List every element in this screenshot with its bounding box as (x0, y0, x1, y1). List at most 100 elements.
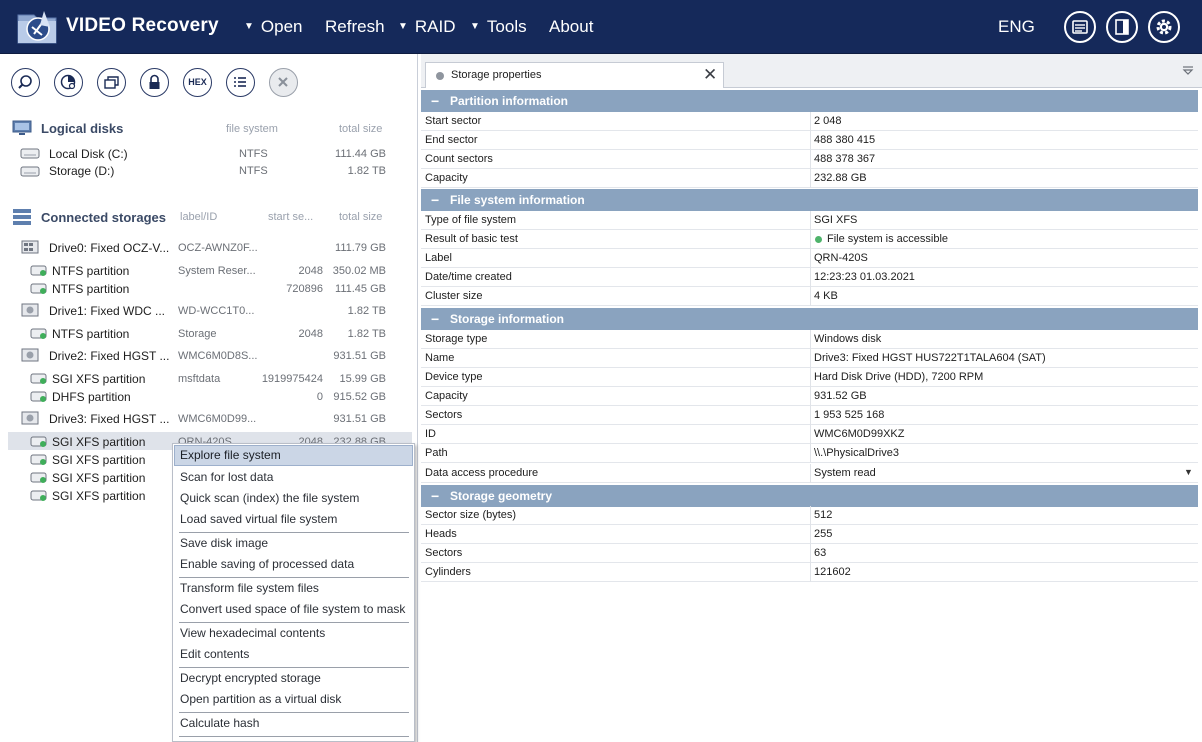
dropdown-arrow-icon[interactable]: ▼ (1184, 467, 1193, 477)
menu-item-scan-lost-data[interactable]: Scan for lost data (180, 470, 274, 484)
menu-item-decrypt-storage[interactable]: Decrypt encrypted storage (180, 671, 321, 685)
drive-name[interactable]: Drive3: Fixed HGST ... (49, 412, 170, 426)
property-row: Sector size (bytes) 512 (421, 506, 1198, 525)
list-button[interactable] (226, 68, 255, 97)
menu-separator (179, 736, 409, 737)
tab-storage-properties[interactable]: Storage properties ✕ (425, 62, 724, 88)
lock-icon (149, 74, 160, 89)
collapse-icon[interactable]: − (431, 488, 440, 504)
collapse-icon[interactable]: − (431, 311, 440, 327)
menu-item-transform-fs-files[interactable]: Transform file system files (180, 581, 319, 595)
menu-item-quick-scan[interactable]: Quick scan (index) the file system (180, 491, 360, 505)
partition-name[interactable]: SGI XFS partition (52, 489, 146, 503)
menu-about[interactable]: About (549, 17, 594, 36)
hdd-icon (21, 348, 39, 362)
menu-item-calculate-hash[interactable]: Calculate hash (180, 716, 260, 730)
group-partition-information[interactable]: − Partition information (421, 90, 1198, 112)
list-icon (234, 77, 246, 87)
partition-label: Storage (178, 328, 217, 340)
menu-refresh[interactable]: Refresh (325, 17, 385, 36)
property-row: Sectors 1 953 525 168 (421, 406, 1198, 425)
partition-start: 2048 (298, 328, 323, 340)
group-storage-geometry[interactable]: − Storage geometry (421, 485, 1198, 507)
drive-label: OCZ-AWNZ0F... (178, 242, 258, 254)
menu-item-edit-contents[interactable]: Edit contents (180, 647, 250, 661)
menu-item-view-hex[interactable]: View hexadecimal contents (180, 626, 326, 640)
property-row: Capacity 232.88 GB (421, 169, 1198, 188)
logical-disk-fs: NTFS (239, 165, 268, 177)
menu-item-enable-saving[interactable]: Enable saving of processed data (180, 557, 355, 571)
partition-name[interactable]: NTFS partition (52, 264, 130, 278)
group-storage-information[interactable]: − Storage information (421, 308, 1198, 330)
drive-name[interactable]: Drive2: Fixed HGST ... (49, 349, 170, 363)
menu-item-save-disk-image[interactable]: Save disk image (180, 536, 269, 550)
collapse-icon[interactable]: − (431, 192, 440, 208)
properties-pane: Storage properties ✕ − Partition informa… (421, 54, 1202, 742)
menu-item-explore-file-system[interactable]: Explore file system (174, 445, 413, 466)
panels-button[interactable] (1106, 11, 1138, 43)
partition-label: msftdata (178, 373, 221, 385)
data-access-procedure-select[interactable]: Data access procedure System read ▼ (421, 464, 1198, 483)
partition-icon (30, 436, 47, 447)
partition-name[interactable]: SGI XFS partition (52, 372, 146, 386)
property-row: Storage type Windows disk (421, 330, 1198, 349)
close-tab-icon[interactable]: ✕ (703, 65, 718, 84)
drive-name[interactable]: Drive0: Fixed OCZ-V... (49, 241, 170, 255)
property-row: End sector 488 380 415 (421, 131, 1198, 150)
app-logo-icon (17, 11, 57, 44)
drive-name[interactable]: Drive1: Fixed WDC ... (49, 304, 166, 318)
menu-item-load-virtual-fs[interactable]: Load saved virtual file system (180, 512, 338, 526)
menu-separator (179, 532, 409, 533)
property-row: Capacity 931.52 GB (421, 387, 1198, 406)
lock-button[interactable] (140, 68, 169, 97)
property-row: Sectors 63 (421, 544, 1198, 563)
col-head-label-id: label/ID (180, 211, 218, 223)
hdd-icon (21, 411, 39, 425)
partition-name[interactable]: NTFS partition (52, 282, 130, 296)
log-button[interactable] (1064, 11, 1096, 43)
ssd-icon (21, 240, 39, 254)
top-bar: VIDEO Recovery ▼ Open Refresh ▼ RAID ▼ Tool… (0, 0, 1202, 54)
logical-disk-name[interactable]: Local Disk (C:) (49, 147, 128, 161)
language-selector[interactable]: ENG (998, 17, 1035, 36)
menu-open[interactable]: ▼ Open (244, 17, 303, 36)
property-row: Path \\.\PhysicalDrive3 (421, 444, 1198, 463)
close-storage-button[interactable] (269, 68, 298, 97)
partition-name[interactable]: SGI XFS partition (52, 435, 146, 449)
partition-icon (30, 265, 47, 276)
partition-size: 111.45 GB (335, 283, 386, 295)
menu-tools[interactable]: ▼ Tools (470, 17, 527, 36)
drive-size: 1.82 TB (347, 305, 386, 317)
tab-strip: Storage properties ✕ (421, 54, 1202, 88)
partition-name[interactable]: SGI XFS partition (52, 471, 146, 485)
search-button[interactable] (11, 68, 40, 97)
property-row: Result of basic test File system is acces… (421, 230, 1198, 249)
collapse-icon[interactable]: − (431, 93, 440, 109)
logical-disk-name[interactable]: Storage (D:) (49, 164, 115, 178)
menu-item-convert-to-mask[interactable]: Convert used space of file system to mas… (180, 602, 406, 616)
drive-label: WD-WCC1T0... (178, 305, 255, 317)
menu-separator (179, 667, 409, 668)
property-row: Start sector 2 048 (421, 112, 1198, 131)
col-head-file-system: file system (226, 123, 278, 135)
menu-item-open-virtual-disk[interactable]: Open partition as a virtual disk (180, 692, 342, 706)
partition-name[interactable]: NTFS partition (52, 327, 130, 341)
hex-button[interactable]: HEX (183, 68, 212, 97)
partition-start: 0 (316, 391, 323, 403)
menu-separator (179, 577, 409, 578)
partition-icon (30, 391, 47, 402)
scan-button[interactable] (54, 68, 83, 97)
partition-name[interactable]: SGI XFS partition (52, 453, 146, 467)
search-icon (18, 75, 32, 89)
panels-icon (1115, 19, 1129, 35)
group-file-system-information[interactable]: − File system information (421, 189, 1198, 211)
menu-raid[interactable]: ▼ RAID (398, 17, 456, 36)
drive-size: 931.51 GB (333, 350, 386, 362)
tab-label: Storage properties (451, 69, 542, 81)
tab-list-icon[interactable] (1182, 66, 1194, 76)
settings-button[interactable] (1148, 11, 1180, 43)
copy-button[interactable] (97, 68, 126, 97)
property-row: Date/time created 12:23:23 01.03.2021 (421, 268, 1198, 287)
partition-name[interactable]: DHFS partition (52, 390, 131, 404)
property-row: Heads 255 (421, 525, 1198, 544)
